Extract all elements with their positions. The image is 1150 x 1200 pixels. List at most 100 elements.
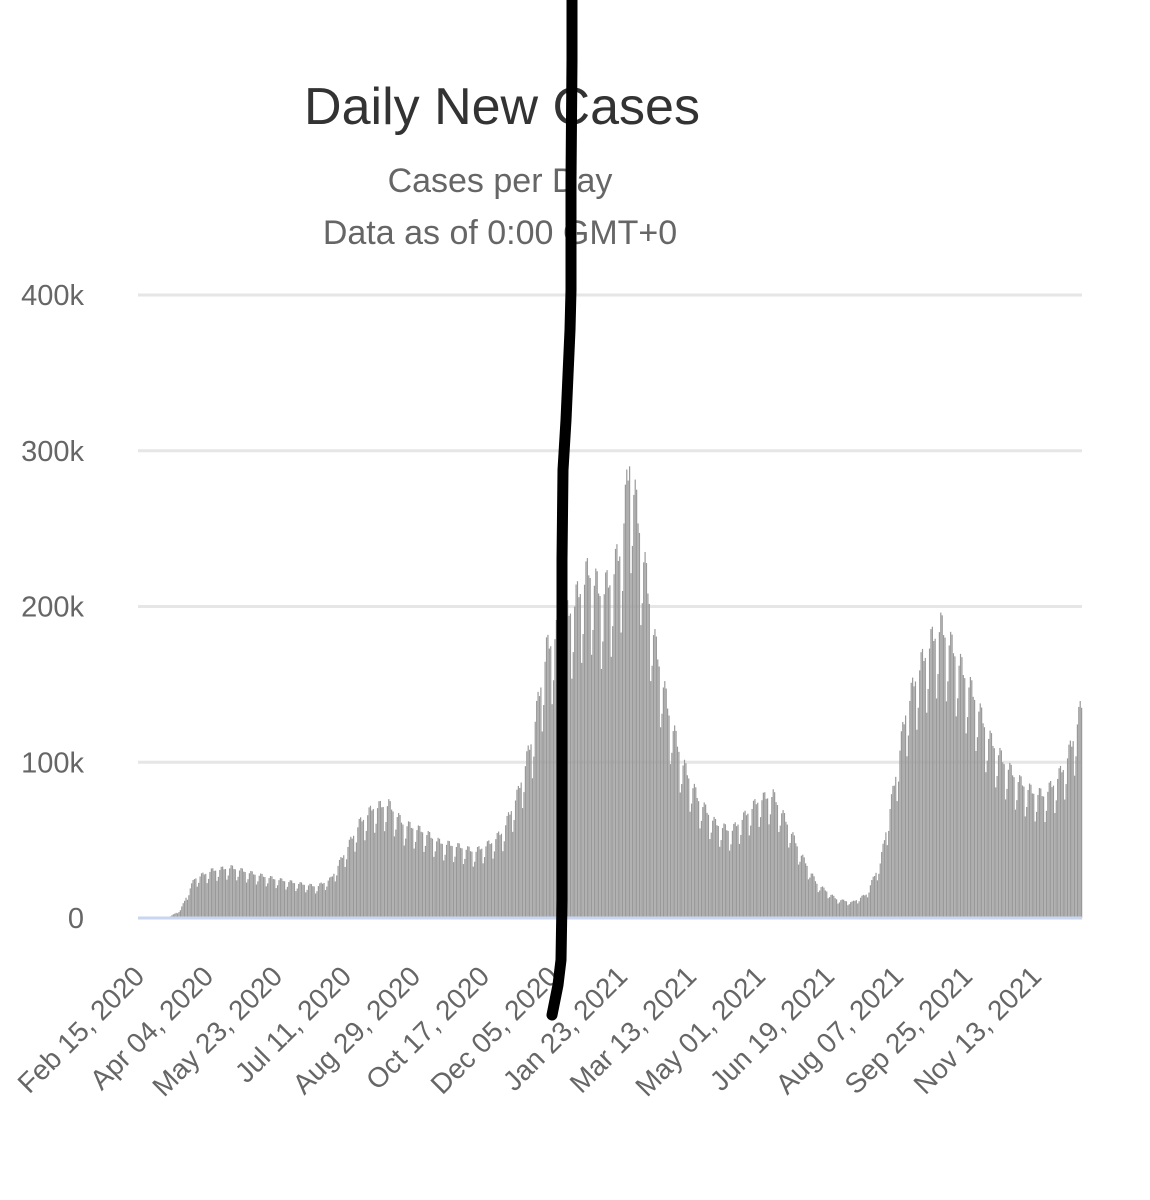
bar (202, 872, 204, 918)
bar (275, 888, 277, 918)
bar (643, 562, 645, 918)
bar (710, 832, 712, 918)
bar (682, 765, 684, 918)
bar (952, 653, 955, 918)
bar (840, 900, 842, 918)
bar (268, 878, 270, 918)
bar (736, 826, 738, 918)
bar (855, 900, 857, 918)
bar (445, 844, 448, 918)
bar (433, 856, 435, 918)
bar (448, 841, 450, 918)
bar (193, 879, 196, 918)
bar (797, 864, 800, 918)
bar (457, 843, 459, 918)
bar (293, 883, 296, 918)
bar (253, 874, 255, 918)
bar (506, 815, 508, 918)
bar (236, 880, 238, 918)
bar (603, 594, 605, 918)
hand-drawn-line-annotation (546, 0, 578, 1021)
bar (576, 581, 579, 918)
bar (620, 632, 622, 918)
bar (669, 764, 672, 918)
bar (626, 469, 628, 918)
bar (368, 807, 370, 918)
bar (1051, 787, 1053, 918)
bar (685, 763, 687, 918)
bar (703, 802, 705, 918)
bar (1034, 821, 1036, 918)
bar (248, 873, 250, 918)
bar (588, 575, 590, 918)
bar (234, 869, 236, 918)
bar (934, 638, 936, 918)
bar (423, 851, 425, 918)
bar (185, 897, 187, 918)
bar (552, 680, 555, 918)
bar (509, 814, 511, 918)
bar (460, 847, 462, 918)
bar (547, 634, 549, 918)
bar (619, 556, 621, 918)
bar (255, 884, 258, 918)
bar (781, 813, 783, 918)
bar (844, 901, 846, 918)
bar (955, 716, 957, 918)
bar (360, 817, 362, 918)
bar (191, 883, 193, 918)
bar (982, 723, 984, 918)
bar (612, 626, 614, 918)
bar (371, 810, 373, 918)
bar (567, 600, 569, 918)
bar (869, 885, 871, 918)
bar (593, 585, 595, 918)
bar (927, 688, 929, 918)
bar (1019, 775, 1021, 918)
bar (452, 862, 455, 918)
bar (696, 797, 698, 918)
bar (1081, 707, 1083, 918)
bar (437, 837, 439, 918)
bar (871, 880, 873, 918)
bar (668, 715, 670, 918)
bar (427, 831, 429, 918)
bar (1068, 744, 1070, 918)
bar (1012, 775, 1014, 918)
bar (979, 703, 981, 918)
bar (276, 885, 279, 918)
bar (345, 859, 348, 918)
bar (717, 825, 719, 918)
bar (689, 811, 691, 918)
bar (199, 876, 201, 918)
bar (861, 895, 863, 918)
bar (343, 855, 345, 918)
bar (962, 675, 964, 918)
bar (300, 882, 303, 918)
bar (985, 772, 987, 918)
bar (186, 899, 189, 918)
bar (759, 817, 762, 918)
bar (921, 648, 924, 918)
bar (969, 676, 971, 918)
bar (799, 861, 801, 918)
bar (316, 891, 318, 918)
bar (1000, 750, 1002, 918)
bar (274, 879, 276, 918)
bar (493, 851, 496, 918)
bar (426, 835, 428, 918)
bar (520, 782, 522, 918)
bar (245, 882, 248, 918)
bar (848, 904, 850, 918)
bar (1054, 813, 1056, 918)
bars (168, 466, 1083, 919)
bar (1076, 724, 1078, 918)
bar (303, 884, 305, 918)
bar (257, 881, 259, 918)
bar (219, 869, 221, 918)
bar (968, 687, 970, 918)
bar (353, 835, 355, 918)
bar (850, 902, 852, 918)
bar (614, 548, 617, 918)
bar (914, 681, 917, 918)
